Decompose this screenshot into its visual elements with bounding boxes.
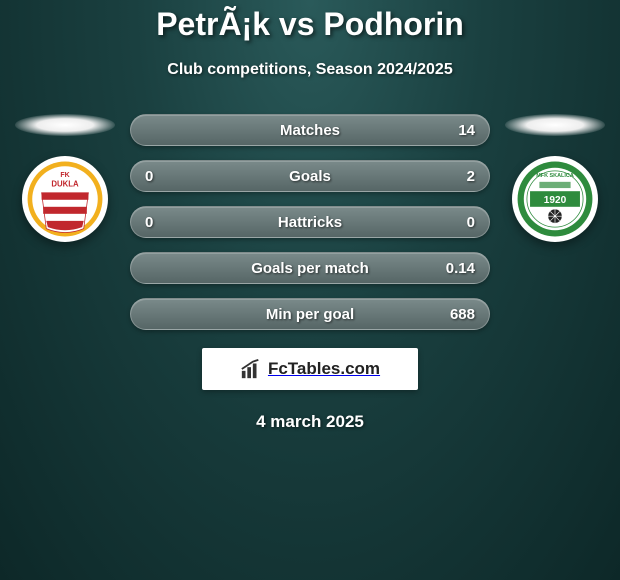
- stat-row-matches: Matches 14: [130, 114, 490, 146]
- left-shadow-ellipse: [15, 114, 115, 136]
- brand-link[interactable]: FcTables.com: [202, 348, 418, 390]
- stat-left-value: 0: [145, 214, 195, 231]
- svg-text:1920: 1920: [544, 195, 567, 206]
- stat-label: Min per goal: [195, 306, 425, 323]
- subtitle: Club competitions, Season 2024/2025: [167, 61, 452, 79]
- stat-right-value: 0: [425, 214, 475, 231]
- stat-row-min-per-goal: Min per goal 688: [130, 298, 490, 330]
- stat-label: Hattricks: [195, 214, 425, 231]
- comparison-body: FK DUKLA Matches 14 0 Goals 2 0 Hattrick…: [0, 114, 620, 330]
- page-title: PetrÃ¡k vs Podhorin: [156, 6, 464, 43]
- left-player-column: FK DUKLA: [10, 114, 120, 242]
- stats-list: Matches 14 0 Goals 2 0 Hattricks 0 Goals…: [130, 114, 490, 330]
- stat-left-value: 0: [145, 168, 195, 185]
- stat-label: Goals: [195, 168, 425, 185]
- svg-text:MFK SKALICA: MFK SKALICA: [536, 173, 574, 179]
- right-player-column: 1920 MFK SKALICA: [500, 114, 610, 242]
- stat-right-value: 688: [425, 306, 475, 323]
- dukla-badge-icon: FK DUKLA: [26, 160, 104, 238]
- left-club-badge: FK DUKLA: [22, 156, 108, 242]
- stat-right-value: 2: [425, 168, 475, 185]
- stat-right-value: 14: [425, 122, 475, 139]
- stat-label: Goals per match: [195, 260, 425, 277]
- date-text: 4 march 2025: [256, 412, 364, 432]
- right-shadow-ellipse: [505, 114, 605, 136]
- bar-chart-icon: [240, 358, 262, 380]
- right-club-badge: 1920 MFK SKALICA: [512, 156, 598, 242]
- svg-text:DUKLA: DUKLA: [51, 180, 79, 189]
- stat-row-goals: 0 Goals 2: [130, 160, 490, 192]
- comparison-card: PetrÃ¡k vs Podhorin Club competitions, S…: [0, 0, 620, 432]
- svg-text:FK: FK: [60, 172, 69, 179]
- stat-row-hattricks: 0 Hattricks 0: [130, 206, 490, 238]
- stat-label: Matches: [195, 122, 425, 139]
- brand-text: FcTables.com: [268, 359, 380, 379]
- stat-row-goals-per-match: Goals per match 0.14: [130, 252, 490, 284]
- stat-right-value: 0.14: [425, 260, 475, 277]
- skalica-badge-icon: 1920 MFK SKALICA: [516, 160, 594, 238]
